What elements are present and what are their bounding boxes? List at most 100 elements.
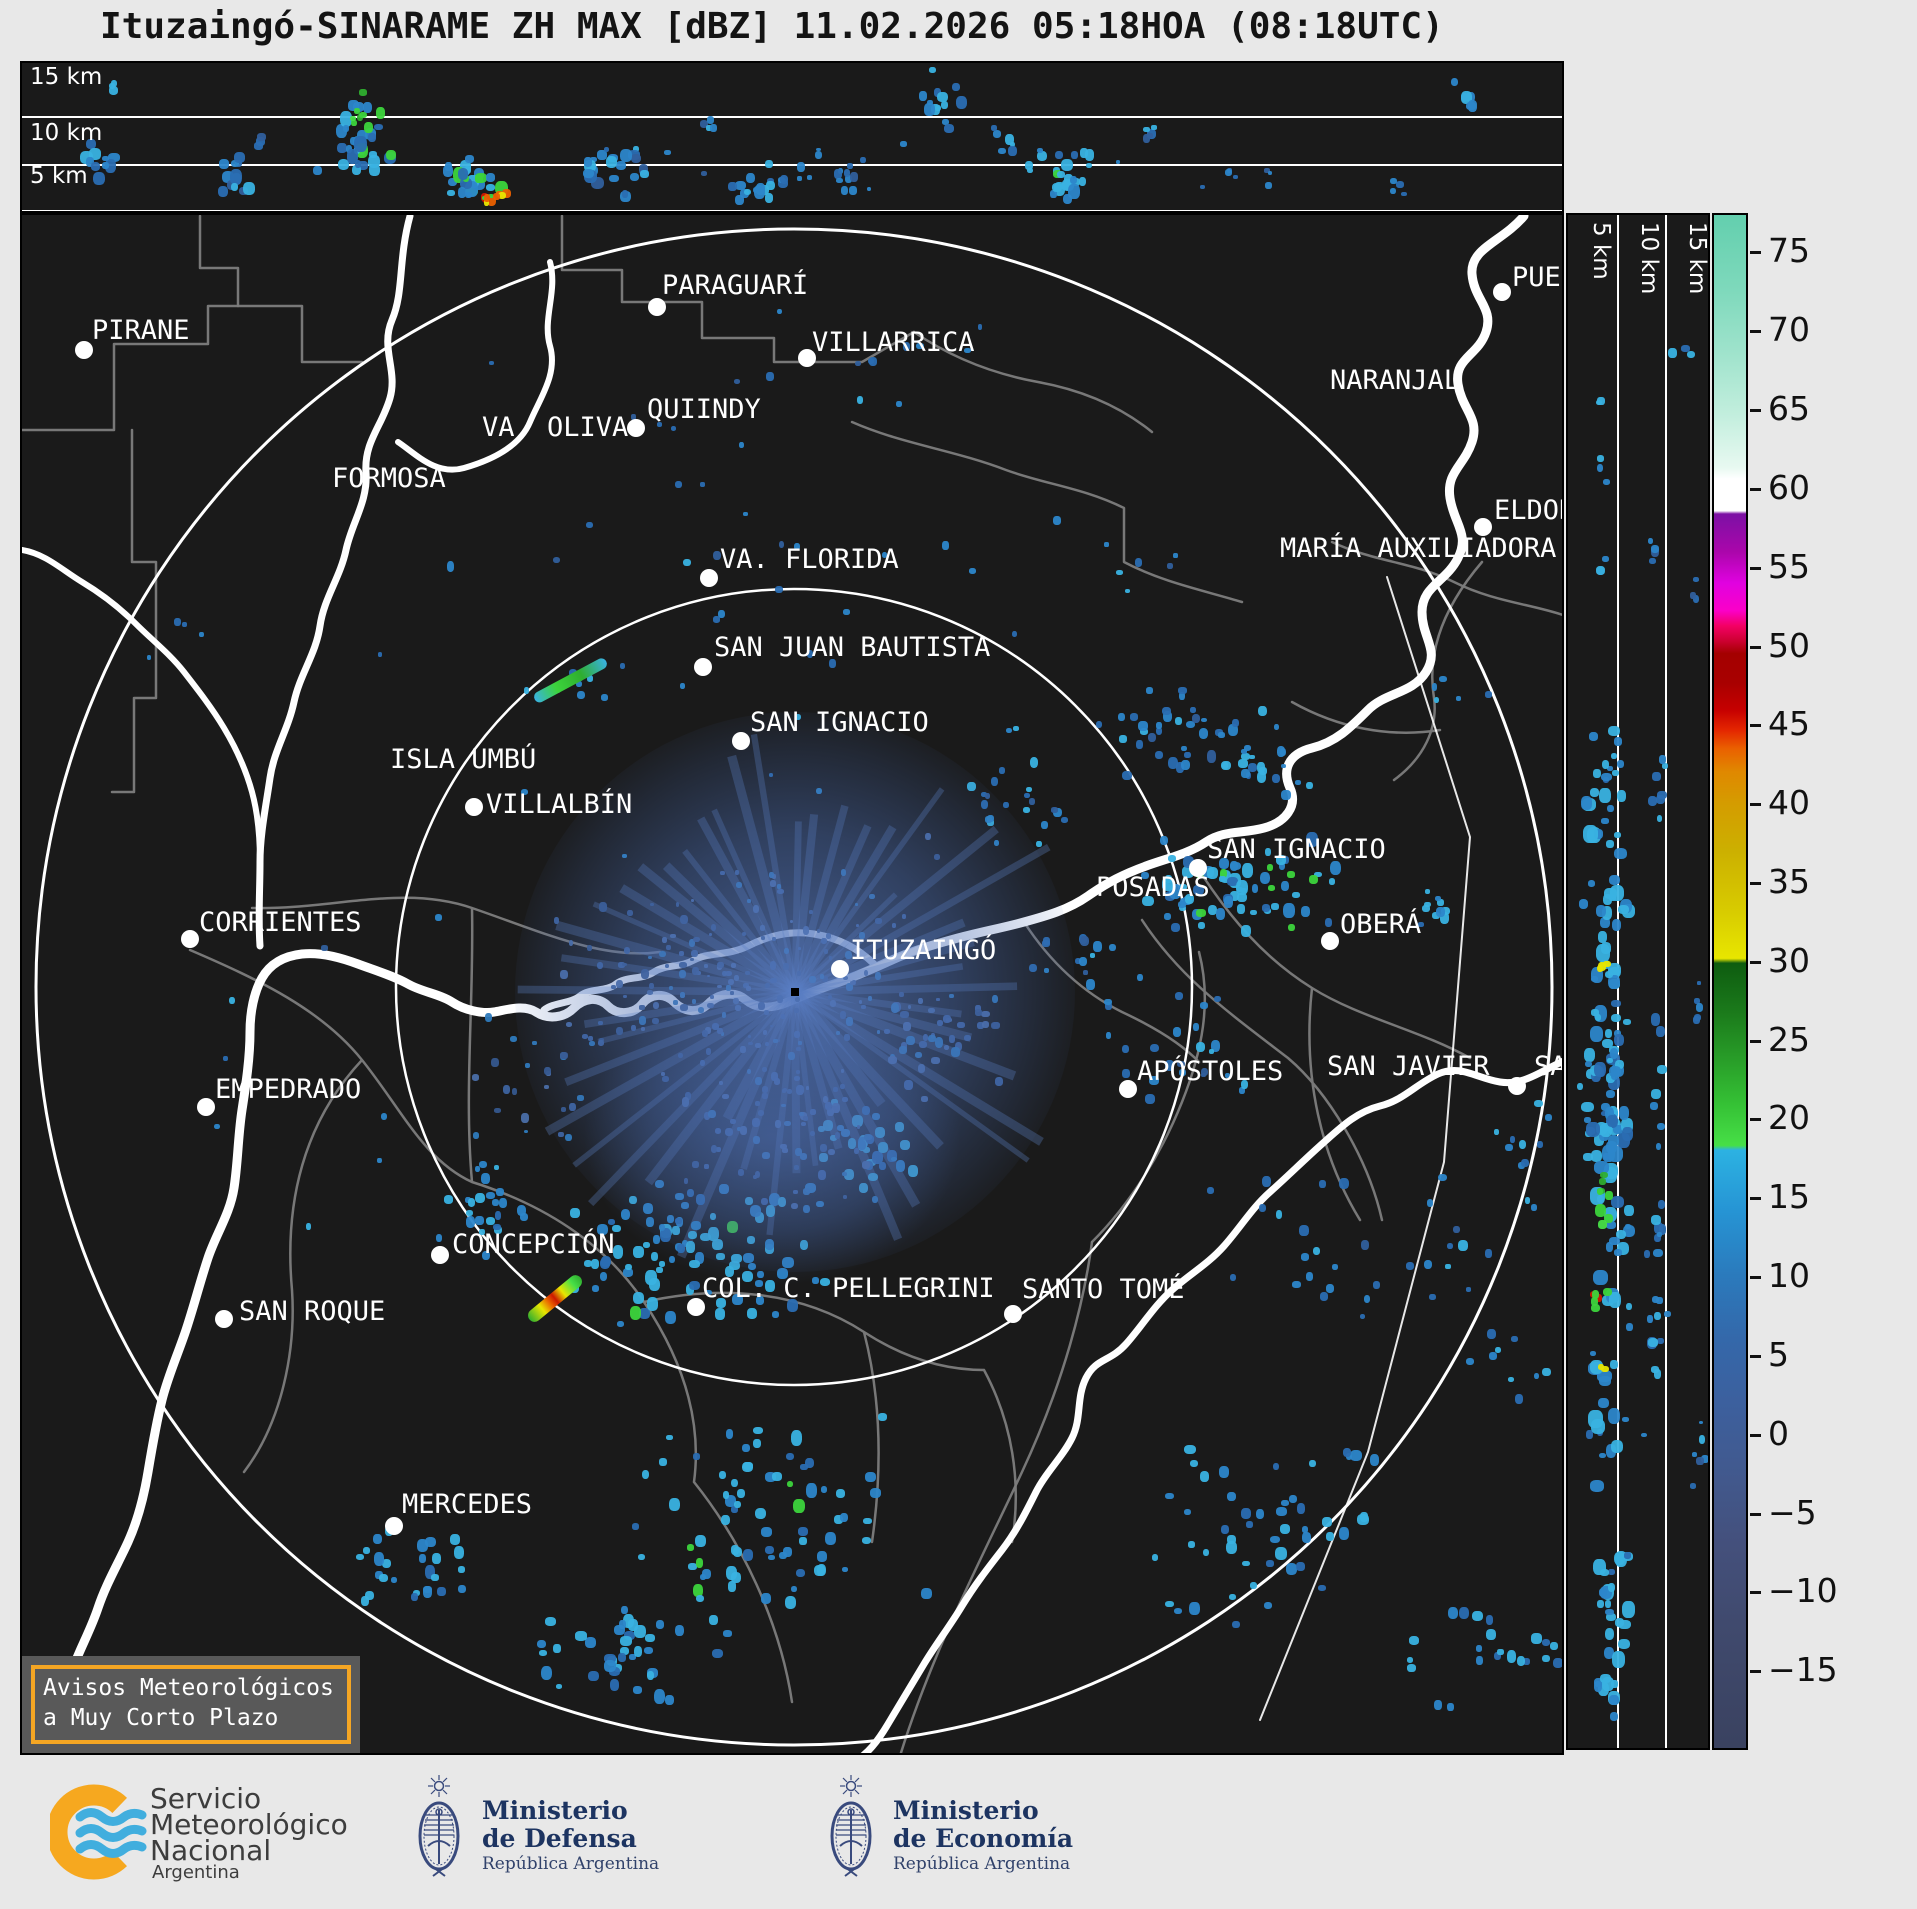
echo-speckle: [608, 1218, 616, 1225]
warnings-box-inner: Avisos Meteorológicos a Muy Corto Plazo: [31, 1665, 351, 1744]
echo-speckle: [1285, 1562, 1297, 1575]
echo-speckle: [1272, 773, 1281, 784]
echo-speckle: [1241, 925, 1252, 938]
echo-speckle: [1053, 807, 1062, 818]
echo-speckle: [472, 1131, 480, 1139]
echo-speckle: [350, 115, 356, 121]
echo-speckle: [1654, 1369, 1662, 1379]
echo-speckle: [591, 1285, 600, 1292]
smn-text-1: Servicio: [150, 1782, 262, 1815]
echo-speckle: [1580, 1101, 1595, 1112]
echo-speckle: [1590, 1479, 1605, 1493]
echo-speckle: [520, 1212, 529, 1221]
echo-speckle: [1600, 1102, 1610, 1111]
echo-speckle: [1279, 747, 1287, 756]
echo-speckle: [312, 166, 322, 176]
echo-speckle: [742, 1443, 750, 1452]
echo-speckle: [1583, 1153, 1593, 1161]
echo-speckle: [1301, 1532, 1311, 1544]
echo-speckle: [1657, 790, 1667, 799]
echo-speckle: [1596, 463, 1604, 473]
echo-speckle: [1078, 176, 1087, 186]
echo-speckle: [707, 116, 715, 124]
echo-speckle: [722, 1491, 730, 1500]
echo-speckle: [1319, 1292, 1329, 1301]
echo-speckle: [638, 164, 648, 176]
echo-speckle: [1183, 1508, 1191, 1516]
echo-speckle: [1259, 1203, 1267, 1212]
echo-speckle: [146, 654, 151, 660]
echo-speckle: [585, 521, 593, 529]
defensa-coat-of-arms-icon: [418, 1775, 460, 1877]
echo-speckle: [1270, 1535, 1281, 1544]
echo-speckle: [447, 190, 455, 197]
echo-speckle: [843, 169, 851, 177]
echo-speckle: [1600, 1365, 1609, 1373]
echo-speckle: [1698, 1435, 1706, 1444]
echo-speckle: [485, 173, 496, 182]
echo-speckle: [754, 1507, 767, 1520]
echo-speckle: [1228, 1593, 1237, 1601]
echo-speckle: [655, 1619, 665, 1629]
echo-speckle: [761, 1527, 773, 1537]
echo-speckle: [1595, 399, 1603, 406]
city-label: QUIINDY: [647, 394, 761, 425]
district-boundary: [899, 1240, 1094, 1753]
echo-speckle: [380, 1112, 388, 1120]
colorbar-tick: [1750, 803, 1761, 807]
echo-speckle: [1255, 1509, 1264, 1520]
echo-speckle: [576, 681, 582, 688]
echo-speckle: [867, 186, 872, 192]
echo-speckle: [1587, 880, 1596, 888]
echo-speckle: [992, 130, 1002, 139]
echo-speckle: [1604, 1599, 1611, 1608]
echo-speckle: [1581, 796, 1593, 810]
echo-speckle: [1468, 100, 1477, 112]
echo-speckle: [1263, 1601, 1273, 1610]
echo-speckle: [465, 1209, 473, 1217]
echo-speckle: [1603, 1214, 1613, 1224]
echo-speckle: [764, 159, 773, 169]
echo-speckle: [1614, 1029, 1621, 1038]
echo-speckle: [1507, 1650, 1517, 1663]
echo-speckle: [1655, 1142, 1662, 1150]
echo-speckle: [479, 1160, 488, 1169]
echo-speckle: [362, 1546, 370, 1554]
echo-speckle: [1453, 1225, 1461, 1233]
echo-speckle: [1596, 1188, 1604, 1196]
echo-speckle: [1160, 835, 1169, 846]
echo-speckle: [625, 1263, 632, 1271]
echo-speckle: [841, 1566, 849, 1572]
echo-speckle: [416, 1539, 428, 1552]
echo-speckle: [487, 193, 494, 199]
echo-speckle: [1308, 875, 1318, 885]
colorbar-tick-label: 15: [1768, 1177, 1810, 1217]
echo-speckle: [878, 1413, 888, 1421]
echo-speckle: [816, 147, 822, 152]
echo-speckle: [1593, 1161, 1609, 1175]
altitude-label: 5 km: [30, 163, 88, 189]
echo-speckle: [1484, 1249, 1492, 1258]
echo-speckle: [668, 1498, 680, 1512]
echo-speckle: [599, 1257, 611, 1270]
echo-speckle: [1287, 923, 1295, 932]
echo-speckle: [1210, 1039, 1220, 1053]
echo-speckle: [583, 157, 592, 167]
echo-speckle: [1208, 1048, 1215, 1054]
echo-speckle: [1267, 884, 1276, 891]
echo-speckle: [1278, 861, 1285, 870]
echo-speckle: [1522, 1657, 1530, 1665]
echo-speckle: [481, 1172, 490, 1184]
echo-speckle: [457, 168, 469, 180]
echo-speckle: [785, 1596, 797, 1610]
echo-speckle: [807, 649, 814, 658]
echo-speckle: [1264, 848, 1271, 857]
echo-speckle: [1609, 1237, 1621, 1246]
echo-speckle: [687, 1563, 697, 1571]
echo-speckle: [1220, 868, 1228, 878]
colorbar-tick: [1750, 1512, 1761, 1516]
echo-speckle: [1616, 789, 1626, 802]
echo-speckle: [1196, 909, 1206, 918]
echo-speckle: [921, 1587, 932, 1599]
city-label: VILLALBÍN: [486, 789, 633, 820]
